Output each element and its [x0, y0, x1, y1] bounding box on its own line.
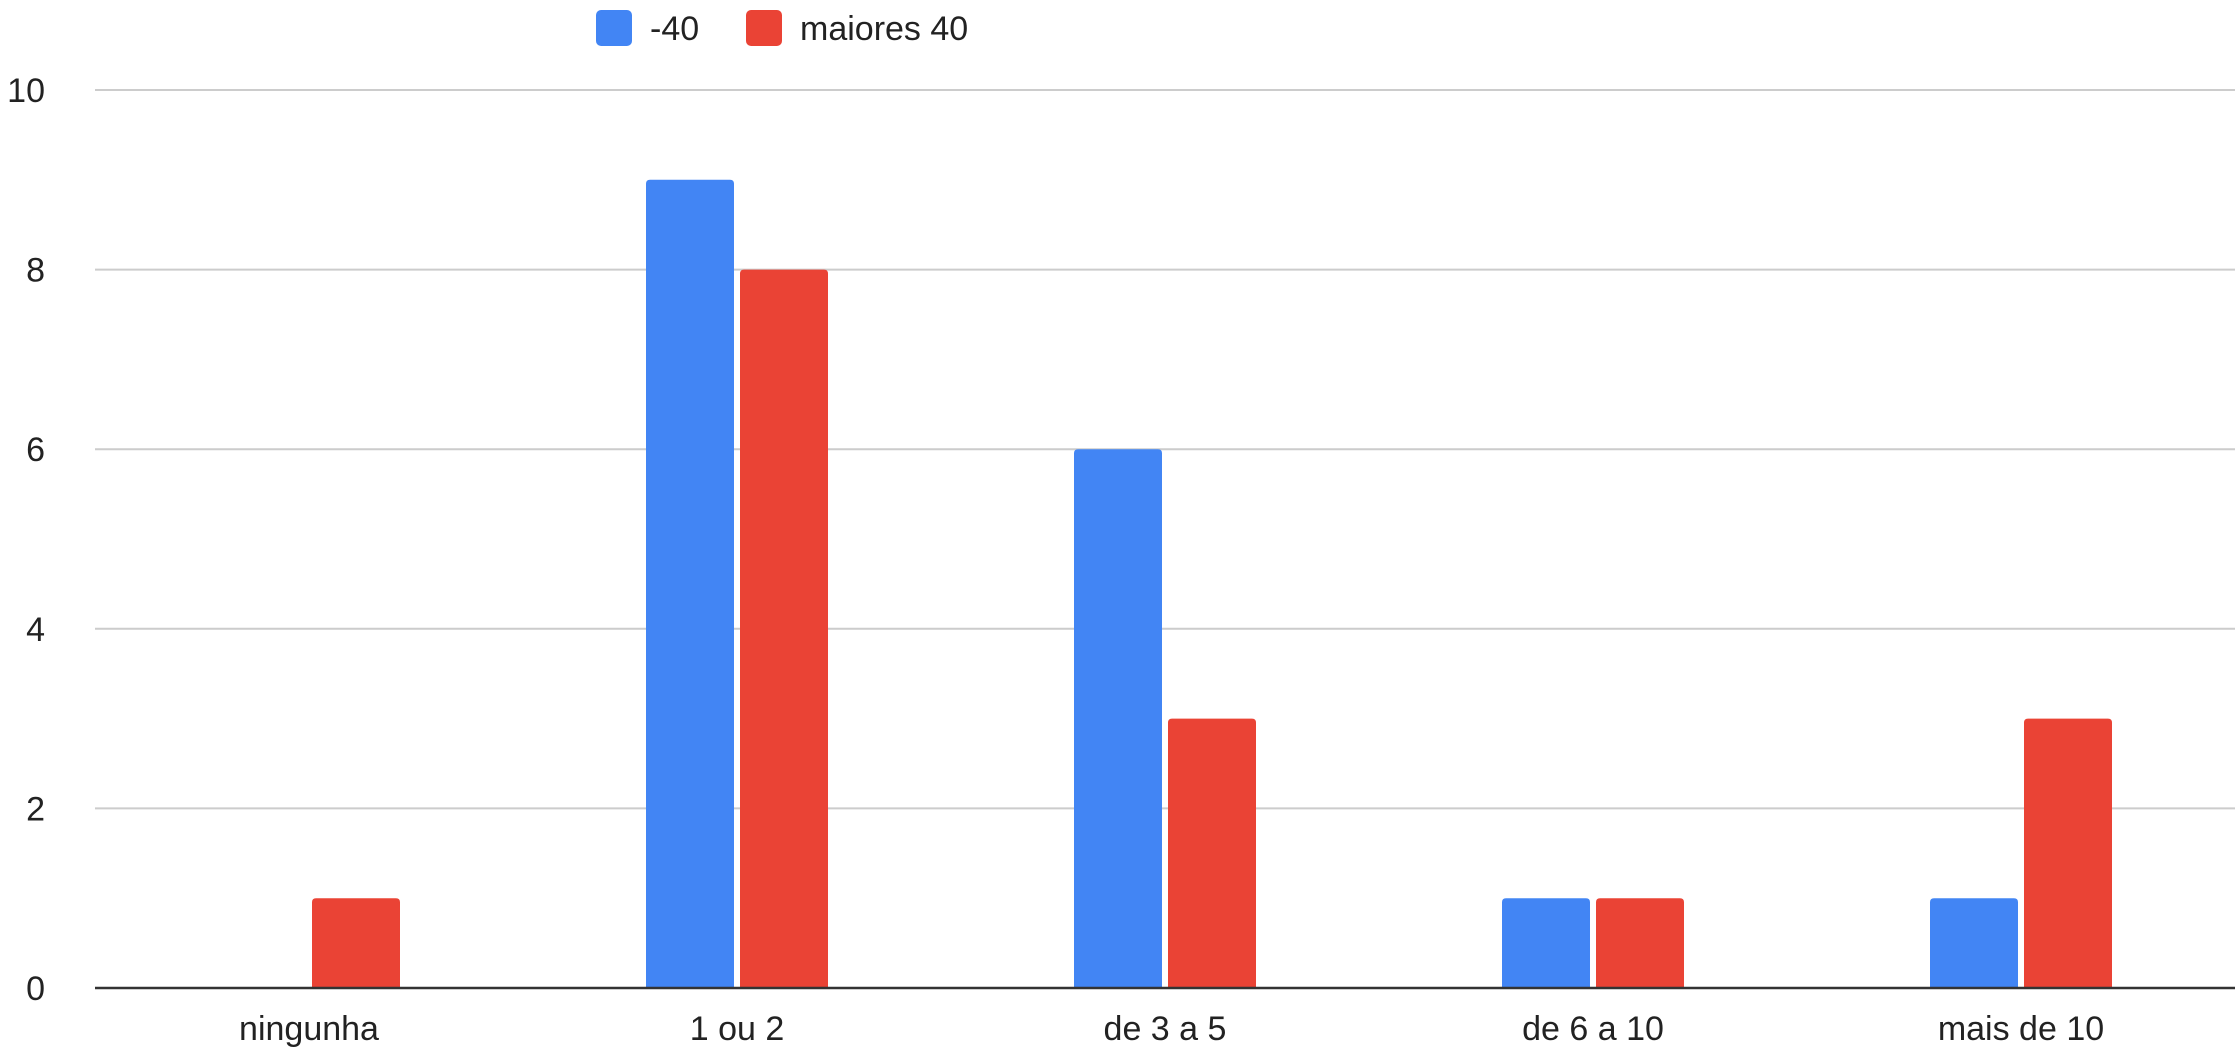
- y-tick-labels: 0 2 4 6 8 10: [7, 72, 45, 1008]
- x-tick-label: de 6 a 10: [1522, 1010, 1664, 1048]
- x-tick-label: de 3 a 5: [1104, 1010, 1227, 1048]
- bar: [1168, 718, 1256, 988]
- y-tick-label: 4: [26, 611, 45, 649]
- bar: [1596, 898, 1684, 988]
- bar: [312, 898, 400, 988]
- legend: -40 maiores 40: [596, 10, 968, 48]
- bar: [646, 179, 734, 989]
- y-tick-label: 10: [7, 72, 45, 110]
- legend-label: -40: [650, 10, 699, 48]
- bar: [740, 269, 828, 989]
- y-tick-label: 2: [26, 790, 45, 828]
- legend-swatch: [746, 10, 782, 46]
- x-tick-labels: ningunha 1 ou 2 de 3 a 5 de 6 a 10 mais de 1…: [239, 1010, 2104, 1048]
- bar: [1502, 898, 1590, 988]
- y-tick-label: 8: [26, 252, 45, 290]
- legend-label: maiores 40: [800, 10, 968, 48]
- x-tick-label: ningunha: [239, 1010, 379, 1048]
- gridlines: [95, 89, 2235, 810]
- x-tick-label: 1 ou 2: [690, 1010, 785, 1048]
- y-tick-label: 6: [26, 431, 45, 469]
- x-tick-label: mais de 10: [1938, 1010, 2104, 1048]
- legend-swatch: [596, 10, 632, 46]
- bar: [1074, 449, 1162, 988]
- bar: [1930, 898, 2018, 988]
- bar: [2024, 718, 2112, 988]
- bars: [312, 179, 2112, 989]
- y-tick-label: 0: [26, 970, 45, 1008]
